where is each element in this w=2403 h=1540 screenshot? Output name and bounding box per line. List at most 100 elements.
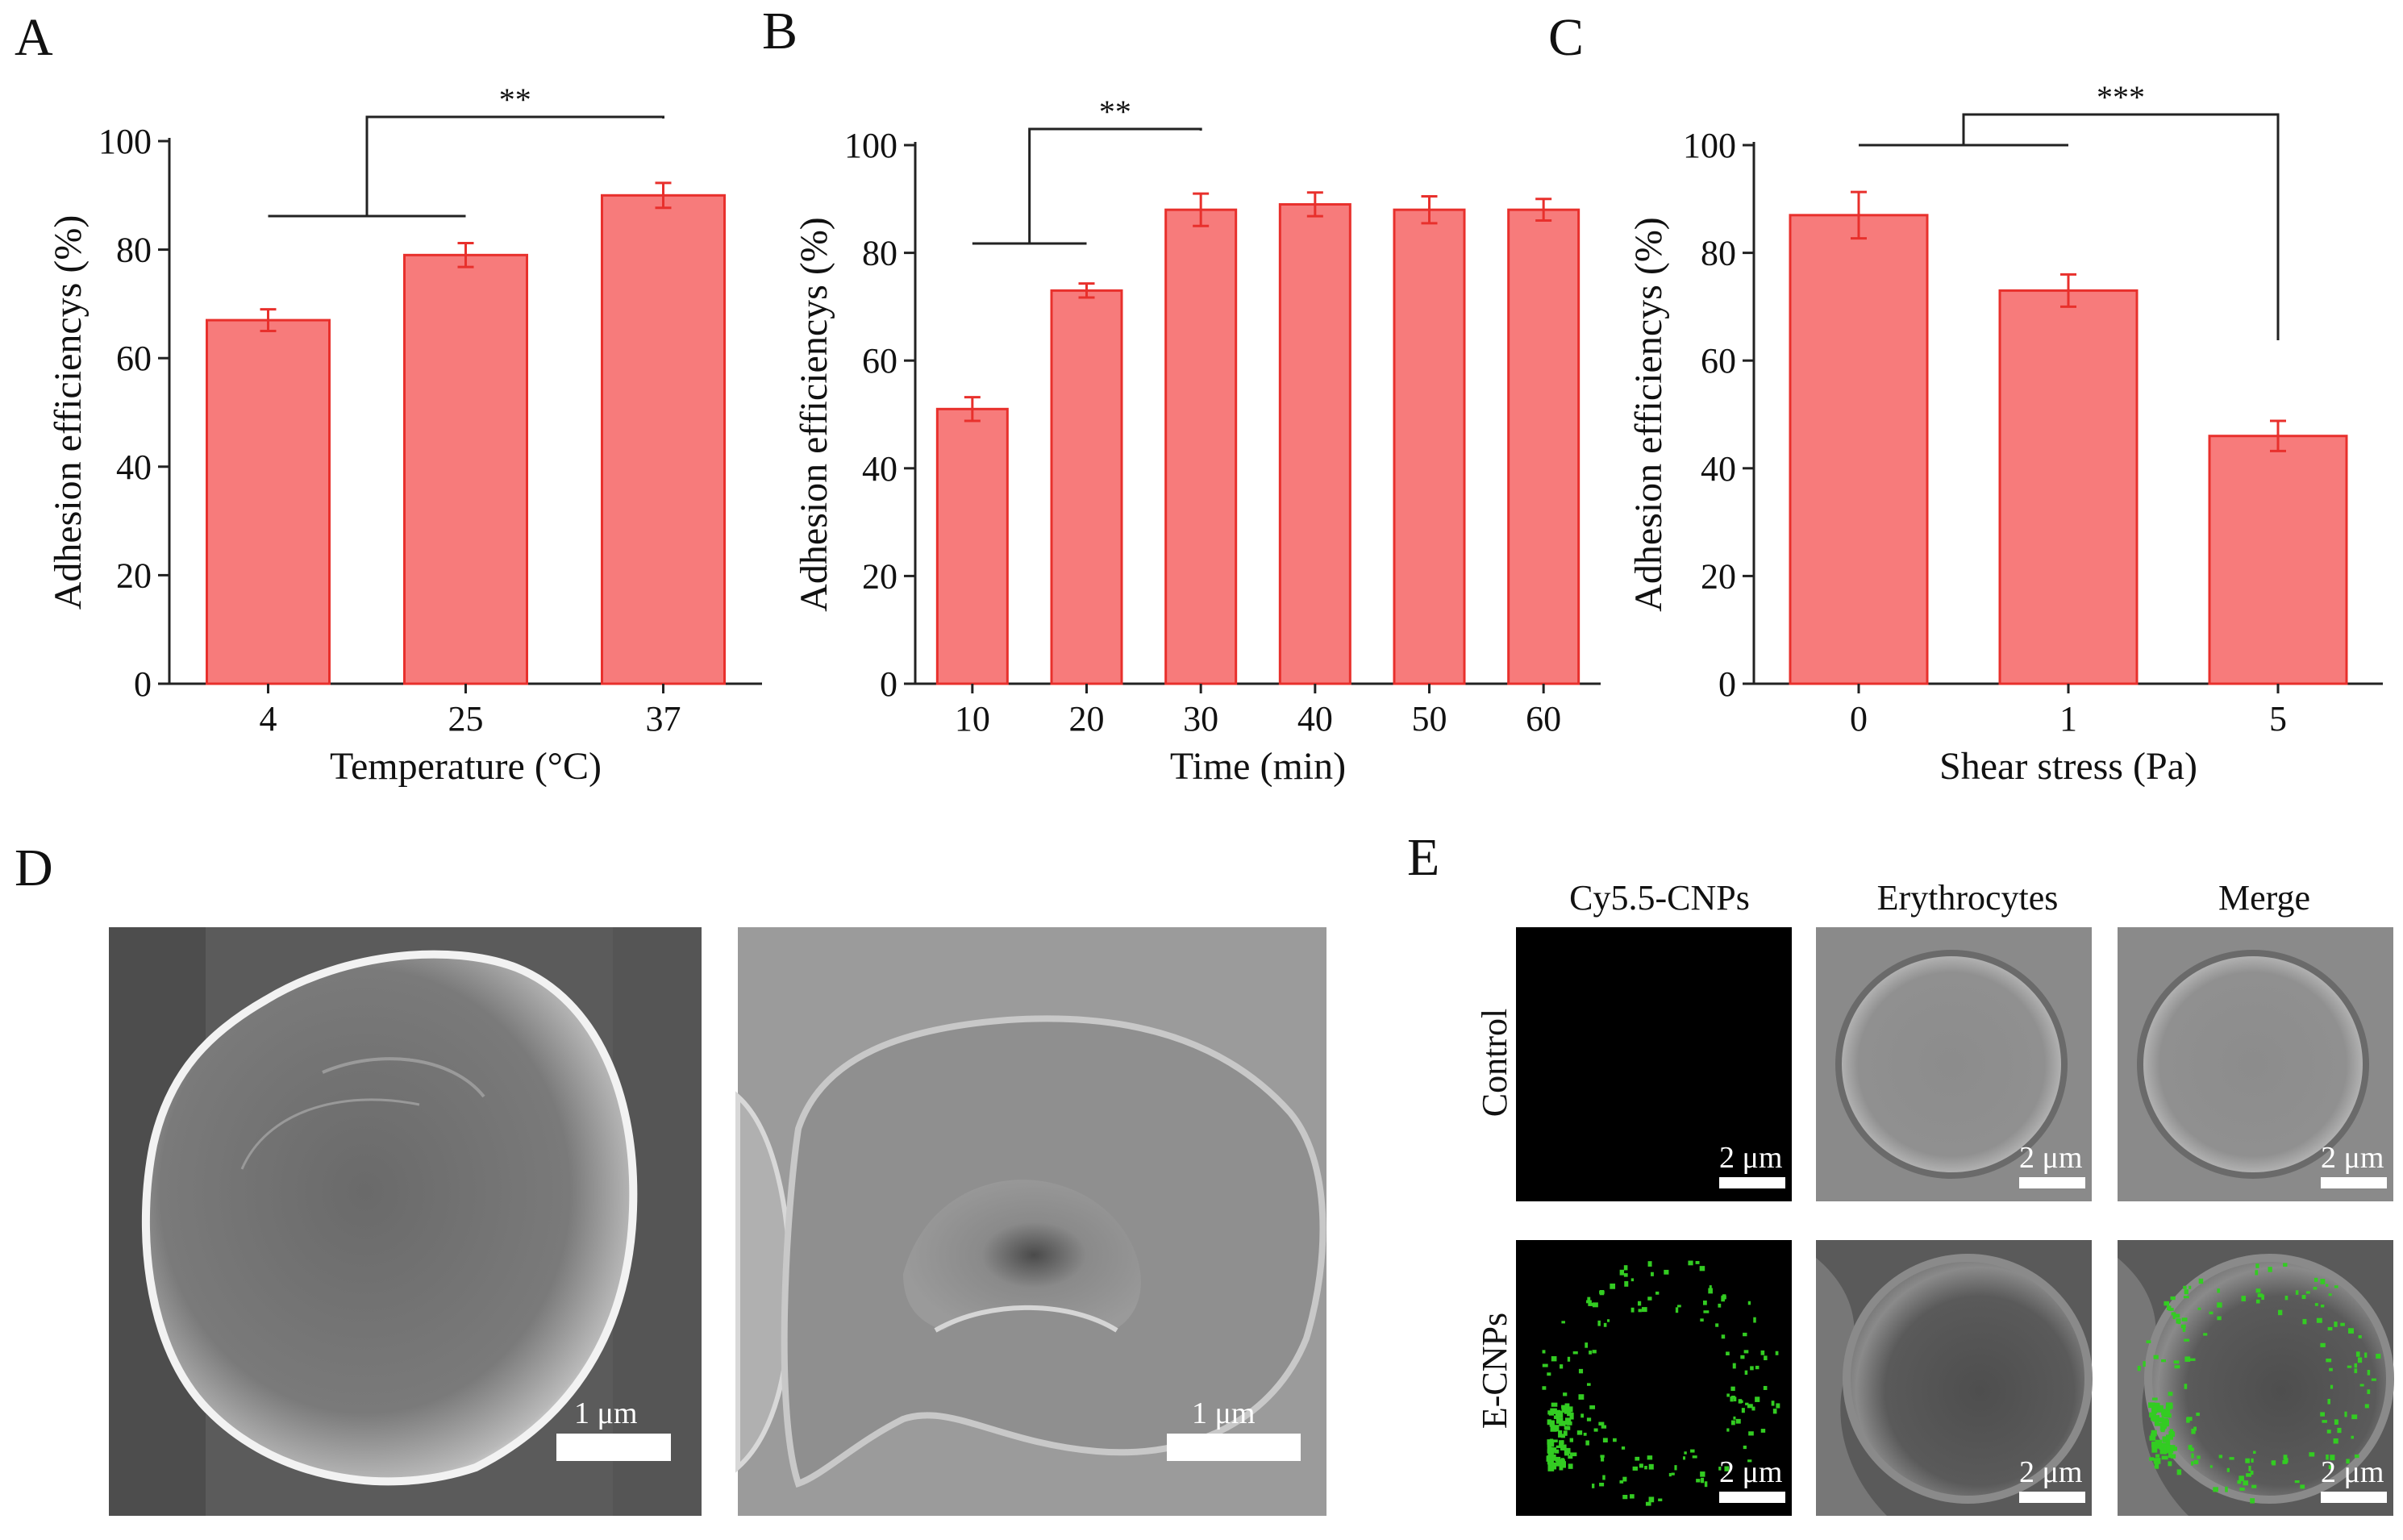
nanoparticle-dot (1555, 1417, 1564, 1424)
chart-c-y-tick-label: 100 (1683, 126, 1736, 165)
nanoparticle-dot (1648, 1496, 1655, 1503)
chart-a-bar-4 (206, 318, 331, 685)
nanoparticle-dot (2255, 1299, 2260, 1304)
nanoparticle-dot (2157, 1458, 2161, 1464)
chart-a-bar-25 (403, 253, 528, 685)
chart-c-x-axis-title: Shear stress (Pa) (1939, 745, 2197, 788)
nanoparticle-dot (2320, 1342, 2326, 1347)
nanoparticle-dot (2328, 1465, 2334, 1470)
nanoparticle-dot (1592, 1302, 1598, 1308)
chart-b-y-tick-label: 100 (844, 126, 897, 165)
nanoparticle-dot (1567, 1410, 1572, 1417)
nanoparticle-dot (1674, 1465, 1677, 1471)
nanoparticle-dot (1551, 1402, 1558, 1407)
scale-bar (2321, 1177, 2387, 1188)
nanoparticle-dot (1701, 1477, 1705, 1484)
nanoparticle-dot (2351, 1435, 2354, 1439)
nanoparticle-dot (2283, 1455, 2288, 1460)
nanoparticle-dot (1722, 1294, 1726, 1300)
nanoparticle-dot (1587, 1297, 1591, 1303)
nanoparticle-dot (1564, 1403, 1570, 1407)
nanoparticle-dot (2155, 1439, 2163, 1446)
nanoparticle-dot (1755, 1365, 1760, 1370)
nanoparticle-dot (2143, 1361, 2146, 1367)
nanoparticle-dot (1695, 1260, 1700, 1264)
nanoparticle-dot (2172, 1314, 2176, 1320)
nanoparticle-dot (2156, 1417, 2164, 1422)
chart-b-x-tick-label: 10 (955, 699, 990, 739)
chart-a-significance: ** (499, 81, 531, 118)
nanoparticle-dot (2160, 1427, 2165, 1433)
nanoparticle-dot (1586, 1383, 1591, 1386)
nanoparticle-dot (1586, 1417, 1592, 1421)
nanoparticle-dot (2150, 1433, 2155, 1438)
nanoparticle-dot (1764, 1355, 1768, 1361)
nanoparticle-dot (2251, 1458, 2254, 1463)
nanoparticle-dot (2166, 1445, 2172, 1452)
nanoparticle-dot (2176, 1318, 2181, 1324)
chart-c-y-axis-title: Adhesion efficiencys (%) (1627, 217, 1670, 612)
nanoparticle-dot (1664, 1269, 1669, 1275)
nanoparticle-dot (2171, 1312, 2176, 1316)
nanoparticle-dot (2168, 1403, 2173, 1409)
nanoparticle-dot (2168, 1451, 2172, 1458)
chart-b-bar-40 (1278, 202, 1351, 685)
chart-b-bar-20 (1050, 289, 1123, 685)
nanoparticle-dot (2164, 1301, 2170, 1306)
nanoparticle-dot (2237, 1480, 2242, 1484)
nanoparticle-dot (2284, 1295, 2288, 1301)
nanoparticle-dot (2198, 1278, 2204, 1284)
nanoparticle-dot (1753, 1317, 1756, 1323)
nanoparticle-dot (2253, 1451, 2256, 1455)
nanoparticle-dot (2197, 1455, 2201, 1459)
nanoparticle-dot (2283, 1263, 2288, 1267)
nanoparticle-dot (2294, 1480, 2300, 1484)
scale-label: 2 μm (2321, 1141, 2384, 1175)
nanoparticle-dot (1553, 1439, 1558, 1442)
chart-c-bar-0 (1789, 214, 1929, 685)
nanoparticle-dot (1542, 1386, 1547, 1390)
nanoparticle-dot (2313, 1277, 2318, 1282)
nanoparticle-dot (1644, 1466, 1647, 1470)
nanoparticle-dot (1551, 1462, 1557, 1470)
nanoparticle-dot (1735, 1418, 1741, 1424)
nanoparticle-dot (1547, 1372, 1551, 1376)
nanoparticle-dot (1747, 1301, 1751, 1305)
chart-c-y-tick-label: 0 (1718, 664, 1736, 704)
nanoparticle-dot (1560, 1364, 1564, 1369)
nanoparticle-dot (1703, 1310, 1710, 1313)
nanoparticle-dot (1586, 1300, 1592, 1304)
nanoparticle-dot (1542, 1363, 1548, 1367)
nanoparticle-dot (2347, 1365, 2352, 1368)
nanoparticle-dot (2367, 1389, 2371, 1394)
nanoparticle-dot (2209, 1465, 2213, 1468)
nanoparticle-dot (1658, 1498, 1663, 1501)
nanoparticle-dot (1635, 1456, 1640, 1461)
nanoparticle-dot (1677, 1305, 1681, 1308)
nanoparticle-dot (2161, 1359, 2167, 1363)
nanoparticle-dot (2328, 1293, 2332, 1297)
nanoparticle-dot (1650, 1272, 1654, 1276)
chart-a-y-tick-label: 100 (98, 122, 152, 161)
nanoparticle-dot (1655, 1291, 1660, 1295)
nanoparticle-dot (1760, 1350, 1765, 1355)
scale-bar (2019, 1492, 2085, 1503)
nanoparticle-dot (2355, 1454, 2359, 1459)
nanoparticle-dot (2255, 1270, 2259, 1276)
nanoparticle-dot (1563, 1392, 1568, 1396)
nanoparticle-dot (1645, 1501, 1651, 1506)
chart-b-significance: ** (1099, 94, 1131, 130)
nanoparticle-dot (2326, 1284, 2329, 1287)
nanoparticle-dot (1733, 1396, 1737, 1402)
nanoparticle-dot (1726, 1428, 1730, 1432)
nanoparticle-dot (2149, 1412, 2156, 1417)
nanoparticle-dot (2152, 1416, 2158, 1422)
nanoparticle-dot (2327, 1326, 2333, 1331)
nanoparticle-dot (1619, 1480, 1624, 1484)
nanoparticle-dot (2165, 1405, 2171, 1412)
panel-letter-e: E (1407, 828, 1439, 887)
nanoparticle-dot (2257, 1293, 2263, 1297)
nanoparticle-dot (1721, 1334, 1726, 1339)
chart-c-bar-1 (1998, 289, 2139, 685)
nanoparticle-dot (1743, 1445, 1747, 1450)
